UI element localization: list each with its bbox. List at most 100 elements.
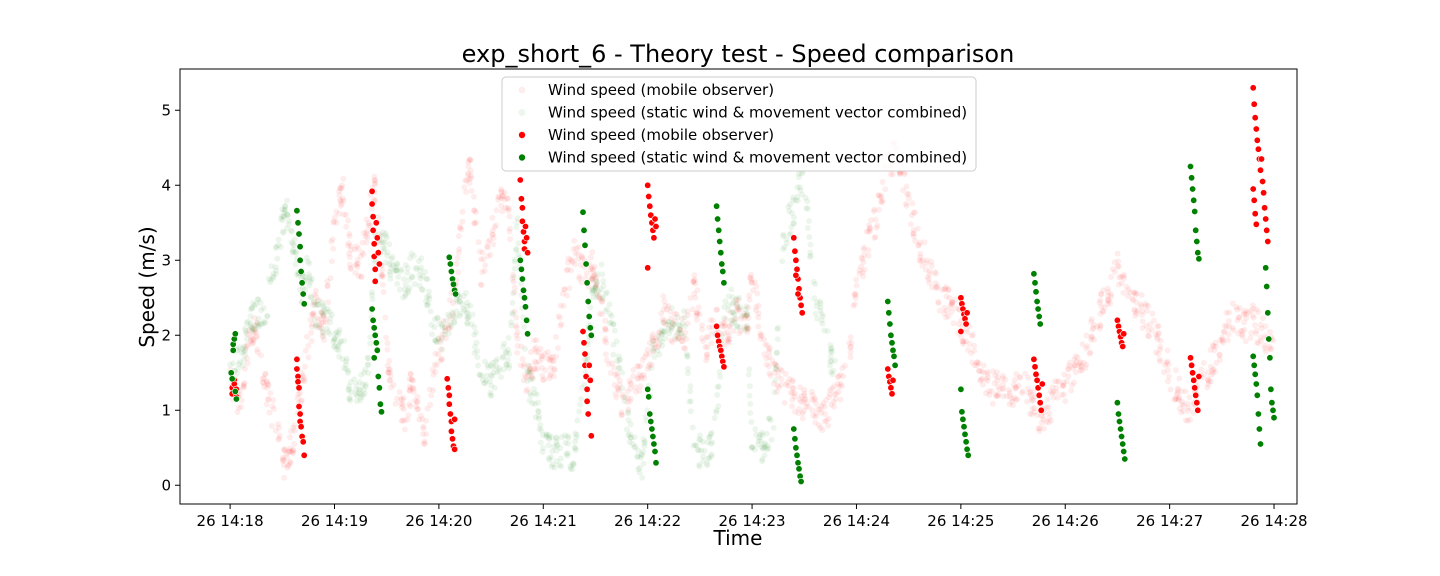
static-faint-point <box>453 308 460 315</box>
static-faint-point <box>634 453 641 460</box>
mobile-faint-point <box>764 342 771 349</box>
mobile-faint-point <box>284 464 291 471</box>
mobile-observer-point <box>1250 196 1258 204</box>
static-faint-point <box>342 361 349 368</box>
mobile-observer-point <box>1031 363 1039 371</box>
mobile-faint-point <box>456 223 463 230</box>
mobile-faint-point <box>564 266 571 273</box>
static-faint-point <box>320 302 327 309</box>
static-faint-point <box>553 439 560 445</box>
mobile-faint-point <box>284 454 291 461</box>
static-faint-point <box>619 385 626 392</box>
static-faint-point <box>280 228 287 235</box>
static-faint-point <box>289 246 296 253</box>
mobile-faint-point <box>943 284 949 290</box>
mobile-faint-point <box>1241 326 1248 333</box>
mobile-faint-point <box>1011 395 1018 401</box>
static-faint-point <box>378 238 385 245</box>
mobile-faint-point <box>615 386 622 392</box>
mobile-faint-point <box>479 249 486 256</box>
mobile-faint-point <box>238 403 244 410</box>
static-faint-point <box>755 437 762 444</box>
mobile-faint-point <box>755 310 762 317</box>
mobile-faint-point <box>467 167 474 174</box>
static-faint-point <box>814 315 821 322</box>
mobile-faint-point <box>1074 354 1081 361</box>
mobile-faint-point <box>1114 263 1121 270</box>
mobile-faint-point <box>1204 384 1211 391</box>
mobile-faint-point <box>736 330 743 337</box>
mobile-faint-point <box>254 319 261 326</box>
x-axis-label: Time <box>713 526 763 550</box>
static-faint-point <box>402 281 409 288</box>
static-faint-point <box>539 432 546 439</box>
mobile-faint-point <box>491 224 498 231</box>
mobile-observer-point <box>1190 376 1198 384</box>
mobile-observer-point <box>296 410 304 418</box>
mobile-faint-point <box>865 252 872 259</box>
static-faint-point <box>505 365 512 371</box>
mobile-faint-point <box>789 385 796 392</box>
static-faint-point <box>439 346 446 353</box>
mobile-faint-point <box>1258 325 1265 332</box>
mobile-faint-point <box>618 409 625 416</box>
static-faint-point <box>762 444 769 451</box>
static-faint-point <box>562 439 569 446</box>
mobile-faint-point <box>833 390 840 397</box>
mobile-observer-point <box>884 365 892 373</box>
mobile-faint-point <box>699 326 706 333</box>
static-combined-point <box>1267 385 1275 393</box>
mobile-faint-point <box>572 250 579 257</box>
static-faint-point <box>759 432 766 439</box>
mobile-faint-point <box>1139 318 1146 325</box>
mobile-faint-point <box>654 335 660 341</box>
mobile-faint-point <box>248 338 254 345</box>
static-faint-point <box>546 432 552 438</box>
static-faint-point <box>424 302 431 309</box>
mobile-faint-point <box>1017 374 1024 381</box>
static-faint-point <box>343 358 350 365</box>
mobile-faint-point <box>593 289 600 296</box>
mobile-faint-point <box>547 353 554 360</box>
mobile-faint-point <box>790 385 797 391</box>
static-faint-point <box>479 376 486 383</box>
mobile-faint-point <box>312 293 319 300</box>
static-faint-point <box>565 450 571 457</box>
mobile-faint-point <box>876 206 882 213</box>
static-faint-point <box>502 348 509 355</box>
mobile-faint-point <box>942 286 949 293</box>
static-faint-point <box>610 321 617 328</box>
mobile-faint-point <box>733 300 740 307</box>
mobile-faint-point <box>561 286 568 293</box>
static-faint-point <box>243 330 250 337</box>
mobile-faint-point <box>1182 388 1189 395</box>
static-faint-point <box>508 322 515 329</box>
mobile-faint-point <box>1133 290 1140 297</box>
mobile-faint-point <box>721 330 728 337</box>
static-faint-point <box>320 312 327 319</box>
mobile-faint-point <box>724 337 731 344</box>
mobile-faint-point <box>382 314 389 321</box>
static-faint-point <box>362 381 369 388</box>
mobile-faint-point <box>271 406 277 412</box>
static-faint-point <box>481 380 488 387</box>
mobile-faint-point <box>574 256 581 262</box>
static-faint-point <box>569 466 576 473</box>
mobile-faint-point <box>781 399 788 406</box>
mobile-faint-point <box>592 281 599 288</box>
static-faint-point <box>614 358 621 365</box>
mobile-faint-point <box>405 412 412 419</box>
mobile-faint-point <box>1147 321 1154 328</box>
static-faint-point <box>676 326 683 333</box>
static-faint-point <box>500 354 507 361</box>
mobile-faint-point <box>406 376 413 383</box>
mobile-faint-point <box>965 346 971 353</box>
mobile-faint-point <box>608 360 615 367</box>
mobile-faint-point <box>797 384 804 391</box>
mobile-faint-point <box>324 282 331 289</box>
static-faint-point <box>559 434 565 441</box>
mobile-faint-point <box>1100 287 1107 294</box>
static-faint-point <box>765 415 772 422</box>
static-faint-point <box>557 455 564 462</box>
mobile-faint-point <box>674 330 681 337</box>
